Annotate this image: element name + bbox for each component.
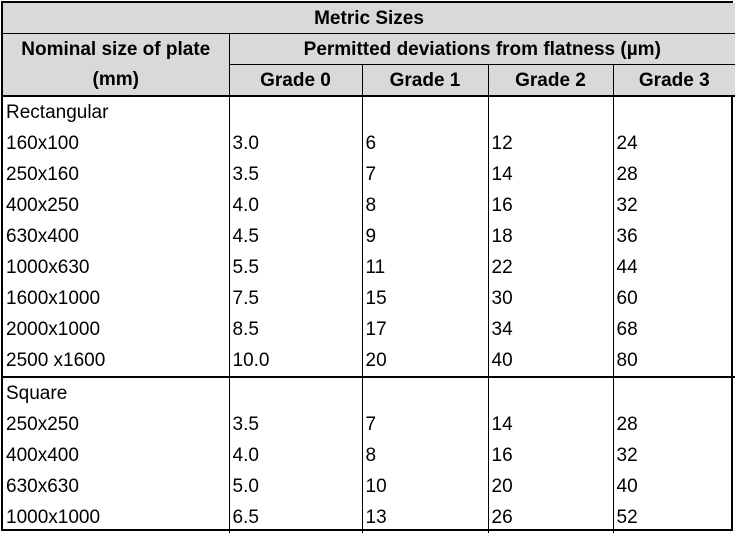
grade-2-cell: 16 [487, 440, 613, 471]
empty-cell [361, 377, 488, 409]
grade-0-cell: 3.5 [228, 409, 362, 440]
size-unit-header: (mm) [3, 64, 229, 97]
grade-2-cell: 26 [487, 502, 613, 533]
grade-3-cell: 32 [612, 440, 735, 471]
table-row: 250x160 3.5 7 14 28 [3, 159, 735, 190]
table-row: 630x630 5.0 10 20 40 [3, 471, 735, 502]
grade-0-cell: 5.0 [228, 471, 362, 502]
grade-0-cell: 5.5 [228, 252, 362, 283]
plate-size-cell: 1000x630 [6, 257, 90, 278]
empty-cell [228, 377, 362, 409]
title-row: Metric Sizes [3, 3, 735, 34]
grade-1-cell: 9 [361, 221, 488, 252]
grade-0-header: Grade 0 [228, 64, 362, 97]
grade-0-cell: 10.0 [228, 345, 362, 378]
grade-2-cell: 20 [487, 471, 613, 502]
plate-size-cell: 1000x1000 [6, 507, 101, 528]
table-title: Metric Sizes [3, 3, 735, 34]
grade-3-cell: 44 [612, 252, 735, 283]
plate-size-cell: 1600x1000 [6, 288, 101, 309]
grade-0-cell: 3.0 [228, 128, 362, 159]
table-row: 400x400 4.0 8 16 32 [3, 440, 735, 471]
empty-cell [487, 377, 613, 409]
grade-3-cell: 28 [612, 159, 735, 190]
grade-3-cell: 52 [612, 502, 735, 533]
empty-cell [612, 377, 735, 409]
grade-0-cell: 4.5 [228, 221, 362, 252]
empty-cell [612, 96, 735, 128]
grade-1-header: Grade 1 [361, 64, 488, 97]
header-row-2: (mm) Grade 0 Grade 1 Grade 2 Grade 3 [3, 64, 735, 97]
group-header-row: Square [3, 377, 735, 409]
grade-0-cell: 6.5 [228, 502, 362, 533]
table-row: 1600x1000 7.5 15 30 60 [3, 283, 735, 314]
grade-1-cell: 6 [361, 128, 488, 159]
grade-0-cell: 4.0 [228, 440, 362, 471]
grade-0-cell: 3.5 [228, 159, 362, 190]
plate-size-cell: 630x630 [6, 476, 79, 497]
empty-cell [487, 96, 613, 128]
grade-3-header: Grade 3 [612, 64, 735, 97]
flatness-table: Metric Sizes Nominal size of plate Permi… [3, 3, 735, 533]
table-row: 2000x1000 8.5 17 34 68 [3, 314, 735, 345]
table-body: Rectangular 160x100 3.0 6 12 24 250x160 3.5 7 14 2… [3, 96, 735, 533]
grade-0-cell: 4.0 [228, 190, 362, 221]
grade-1-cell: 20 [361, 345, 488, 378]
group-label: Rectangular [6, 102, 109, 123]
plate-size-cell: 400x250 [6, 195, 79, 216]
grade-0-cell: 8.5 [228, 314, 362, 345]
grade-2-cell: 40 [487, 345, 613, 378]
grade-3-cell: 60 [612, 283, 735, 314]
table-row: 250x250 3.5 7 14 28 [3, 409, 735, 440]
grade-3-cell: 68 [612, 314, 735, 345]
empty-cell [361, 96, 488, 128]
deviation-header: Permitted deviations from flatness (µm) [228, 33, 735, 65]
plate-size-cell: 400x400 [6, 445, 79, 466]
plate-size-cell: 250x160 [6, 164, 79, 185]
plate-size-cell: 2500 x1600 [3, 345, 229, 378]
grade-1-cell: 17 [361, 314, 488, 345]
grade-1-cell: 13 [361, 502, 488, 533]
grade-2-cell: 22 [487, 252, 613, 283]
grade-2-cell: 34 [487, 314, 613, 345]
size-column-header: Nominal size of plate [3, 33, 229, 65]
header-row-1: Nominal size of plate Permitted deviatio… [3, 33, 735, 65]
grade-3-cell: 36 [612, 221, 735, 252]
grade-1-cell: 7 [361, 159, 488, 190]
table-row: 1000x1000 6.5 13 26 52 [3, 502, 735, 533]
grade-2-cell: 12 [487, 128, 613, 159]
grade-2-header: Grade 2 [487, 64, 613, 97]
grade-3-cell: 24 [612, 128, 735, 159]
grade-3-cell: 40 [612, 471, 735, 502]
grade-1-cell: 7 [361, 409, 488, 440]
plate-size-cell: 250x250 [6, 414, 79, 435]
empty-cell [228, 96, 362, 128]
plate-size-cell: 630x400 [6, 226, 79, 247]
grade-2-cell: 30 [487, 283, 613, 314]
grade-1-cell: 10 [361, 471, 488, 502]
group-header-row: Rectangular [3, 96, 735, 128]
grade-3-cell: 28 [612, 409, 735, 440]
grade-2-cell: 18 [487, 221, 613, 252]
table-row: 630x400 4.5 9 18 36 [3, 221, 735, 252]
table-row: 1000x630 5.5 11 22 44 [3, 252, 735, 283]
grade-1-cell: 15 [361, 283, 488, 314]
grade-1-cell: 11 [361, 252, 488, 283]
table-row: 160x100 3.0 6 12 24 [3, 128, 735, 159]
grade-2-cell: 14 [487, 409, 613, 440]
grade-3-cell: 80 [612, 345, 735, 378]
table-row: 2500 x1600 10.0 20 40 80 [3, 345, 735, 378]
grade-0-cell: 7.5 [228, 283, 362, 314]
plate-size-cell: 160x100 [6, 133, 79, 154]
grade-3-cell: 32 [612, 190, 735, 221]
grade-2-cell: 16 [487, 190, 613, 221]
table-row: 400x250 4.0 8 16 32 [3, 190, 735, 221]
plate-size-cell: 2000x1000 [6, 319, 101, 340]
group-label: Square [6, 383, 68, 404]
grade-1-cell: 8 [361, 190, 488, 221]
grade-2-cell: 14 [487, 159, 613, 190]
grade-1-cell: 8 [361, 440, 488, 471]
